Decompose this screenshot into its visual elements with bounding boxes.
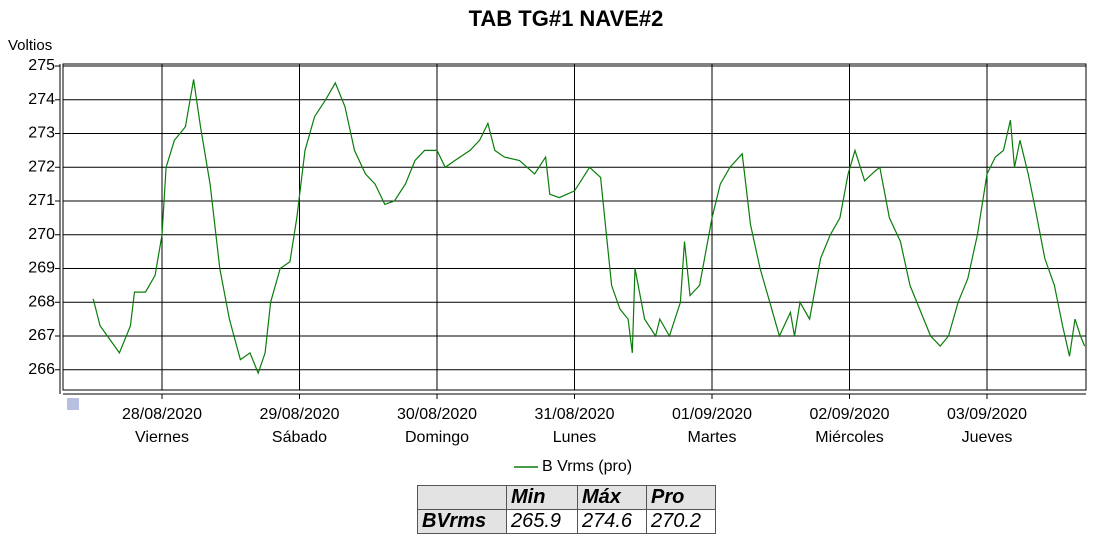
x-tick-label: 31/08/2020	[534, 406, 614, 423]
y-axis-label: Voltios	[8, 37, 52, 54]
x-tick-label: 01/09/2020	[672, 406, 752, 423]
y-tick-label: 273	[28, 125, 55, 142]
x-tick-label: 30/08/2020	[397, 406, 477, 423]
y-tick-label: 268	[28, 293, 55, 310]
corner-cell	[417, 485, 507, 510]
x-tick-weekday: Sábado	[272, 429, 327, 446]
x-tick-label: 28/08/2020	[122, 406, 202, 423]
y-tick-label: 266	[28, 361, 55, 378]
cell: 265.9	[506, 509, 578, 534]
x-tick-label: 03/09/2020	[947, 406, 1027, 423]
x-tick-weekday: Jueves	[962, 429, 1013, 446]
y-tick-label: 275	[28, 57, 55, 74]
row-header: BVrms	[417, 509, 507, 534]
x-tick-weekday: Miércoles	[815, 429, 883, 446]
legend-label: B Vrms (pro)	[542, 458, 632, 475]
header-cell: Min	[506, 485, 578, 510]
lock-icon	[67, 398, 79, 410]
x-tick-label: 29/08/2020	[259, 406, 339, 423]
x-tick-weekday: Domingo	[405, 429, 469, 446]
y-tick-label: 270	[28, 226, 55, 243]
y-tick-label: 271	[28, 192, 55, 209]
stats-table: Min Máx Pro BVrms 265.9 274.6 270.2	[417, 485, 716, 534]
x-tick-weekday: Viernes	[135, 429, 189, 446]
x-tick-weekday: Martes	[688, 429, 737, 446]
header-cell: Máx	[577, 485, 647, 510]
header-cell: Pro	[646, 485, 716, 510]
y-tick-label: 269	[28, 260, 55, 277]
x-tick-label: 02/09/2020	[809, 406, 889, 423]
chart-title: TAB TG#1 NAVE#2	[469, 6, 664, 31]
x-tick-weekday: Lunes	[553, 429, 597, 446]
cell: 270.2	[646, 509, 716, 534]
y-tick-label: 274	[28, 91, 55, 108]
y-tick-label: 267	[28, 327, 55, 344]
chart: TAB TG#1 NAVE#2 Voltios 266 267 268 269 270 2…	[8, 6, 1087, 475]
data-line	[92, 79, 1086, 375]
cell: 274.6	[577, 509, 647, 534]
y-tick-label: 272	[28, 158, 55, 175]
